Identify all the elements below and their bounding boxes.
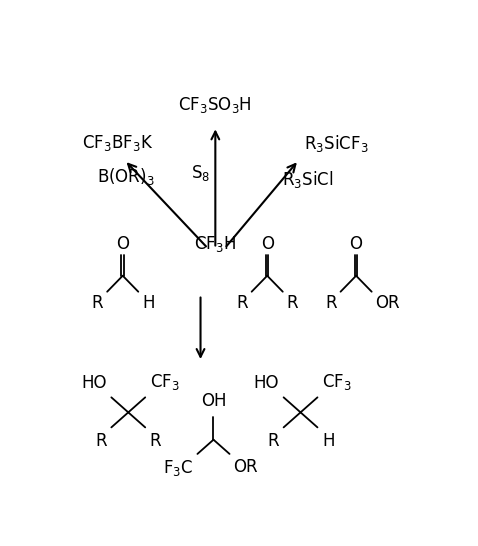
Text: CF$_3$: CF$_3$ xyxy=(322,372,352,393)
Text: R: R xyxy=(92,294,103,312)
Text: R: R xyxy=(286,294,298,312)
Text: R$_3$SiCF$_3$: R$_3$SiCF$_3$ xyxy=(304,133,369,154)
Text: O: O xyxy=(349,235,363,253)
Text: HO: HO xyxy=(254,375,279,393)
Text: CF$_3$: CF$_3$ xyxy=(150,372,180,393)
Text: O: O xyxy=(116,235,129,253)
Text: R: R xyxy=(268,432,279,450)
Text: OH: OH xyxy=(201,392,226,410)
Text: OR: OR xyxy=(375,294,400,312)
Text: HO: HO xyxy=(81,375,107,393)
Text: O: O xyxy=(261,235,274,253)
Text: R: R xyxy=(150,432,161,450)
Text: R: R xyxy=(325,294,337,312)
Text: R$_3$SiCl: R$_3$SiCl xyxy=(282,169,334,189)
Text: H: H xyxy=(322,432,335,450)
Text: CF$_3$H: CF$_3$H xyxy=(194,234,237,254)
Text: R: R xyxy=(95,432,107,450)
Text: H: H xyxy=(142,294,154,312)
Text: B(OR)$_3$: B(OR)$_3$ xyxy=(97,167,154,187)
Text: F$_3$C: F$_3$C xyxy=(163,458,194,478)
Text: S$_8$: S$_8$ xyxy=(191,163,210,183)
Text: CF$_3$BF$_3$K: CF$_3$BF$_3$K xyxy=(82,133,153,153)
Text: R: R xyxy=(236,294,248,312)
Text: CF$_3$SO$_3$H: CF$_3$SO$_3$H xyxy=(178,96,252,115)
Text: OR: OR xyxy=(233,458,258,476)
